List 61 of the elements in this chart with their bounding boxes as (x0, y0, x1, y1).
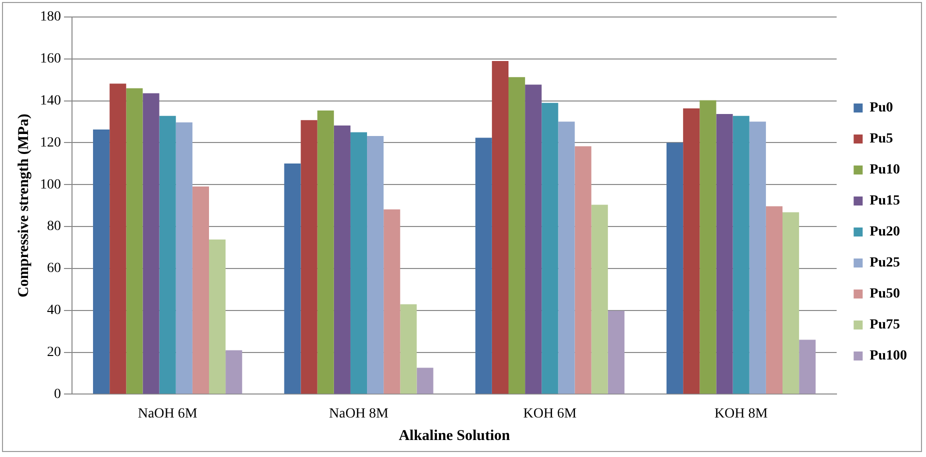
y-tick-label: 180 (40, 10, 61, 25)
legend-label: Pu10 (870, 162, 900, 178)
bar (192, 186, 209, 394)
bar (367, 136, 384, 394)
bar (350, 132, 368, 394)
bar (700, 100, 716, 394)
bar (317, 110, 334, 394)
bar (666, 142, 684, 394)
legend-label: Pu75 (870, 318, 900, 333)
bar (416, 368, 434, 394)
y-tick-label: 0 (54, 386, 61, 402)
y-tick-label: 20 (47, 344, 61, 360)
bar (525, 84, 542, 394)
bar (176, 122, 192, 394)
y-tick-label: 160 (40, 52, 61, 67)
bar (93, 130, 110, 394)
x-tick-label: NaOH 6M (138, 406, 198, 422)
legend-label: Pu15 (870, 194, 900, 209)
legend-label: Pu5 (870, 132, 894, 147)
bar (716, 114, 733, 394)
bar (284, 163, 301, 394)
y-tick-label: 80 (47, 219, 61, 234)
bar (542, 102, 558, 394)
x-tick-label: KOH 8M (714, 406, 768, 422)
bar (591, 204, 608, 394)
bar (766, 206, 782, 394)
bar (749, 122, 766, 394)
y-tick-label: 60 (47, 261, 61, 276)
bar (683, 108, 700, 394)
bar (110, 84, 126, 394)
bar (799, 340, 816, 394)
bar (159, 116, 176, 394)
bar (732, 116, 750, 394)
bar (384, 209, 400, 394)
bar (608, 310, 624, 394)
y-tick-label: 140 (40, 93, 61, 108)
bar (400, 304, 417, 394)
x-axis-title: Alkaline Solution (398, 428, 511, 444)
bar (126, 88, 143, 394)
bar (492, 61, 508, 394)
legend-label: Pu0 (870, 100, 894, 116)
bar (334, 126, 350, 394)
bar (782, 212, 800, 394)
bar (508, 77, 526, 394)
bar (209, 240, 226, 394)
x-tick-label: NaOH 8M (329, 406, 390, 422)
bar (558, 122, 575, 394)
y-axis-title: Compressive strength (MPa) (16, 114, 32, 298)
bar (475, 138, 492, 394)
bar (142, 93, 160, 394)
y-tick-label: 100 (40, 177, 61, 192)
bar (226, 350, 242, 394)
legend-label: Pu50 (870, 286, 900, 302)
bar (574, 146, 592, 394)
legend-label: Pu20 (870, 224, 900, 240)
y-tick-label: 120 (40, 135, 61, 150)
legend-label: Pu100 (870, 348, 908, 364)
y-tick-label: 40 (47, 303, 61, 318)
legend-label: Pu25 (870, 256, 900, 271)
bar (300, 120, 318, 394)
x-tick-label: KOH 6M (523, 406, 578, 422)
